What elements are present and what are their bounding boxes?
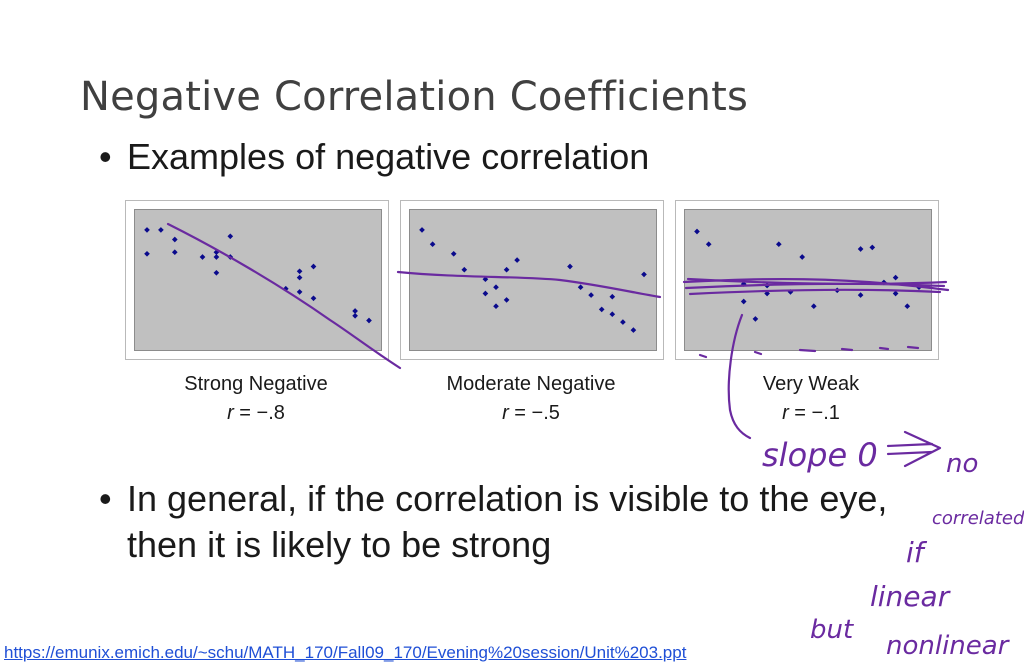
scatter-point (352, 312, 358, 319)
bullet-general: • In general, if the correlation is visi… (99, 476, 917, 568)
caption-r: r = −.1 (680, 399, 942, 428)
fit-line-weak (682, 277, 950, 296)
arrow-stroke (727, 313, 752, 440)
caption-label: Very Weak (762, 373, 860, 395)
scatter-panel-moderate (400, 200, 664, 360)
scatter-plot-moderate (419, 227, 647, 333)
bullet-text: In general, if the correlation is visibl… (127, 478, 888, 565)
note-nonlinear: nonlinear (886, 631, 1011, 661)
note-if: if (906, 536, 928, 569)
scatter-point (609, 293, 616, 300)
scatter-point (904, 303, 911, 310)
r-symbol: r (227, 402, 234, 424)
note-no: no (946, 449, 978, 479)
bullet-marker: • (99, 136, 112, 177)
r-symbol: r (502, 402, 509, 424)
caption-weak: Very Weak r = −.1 (680, 370, 942, 428)
r-value: = −.5 (508, 402, 560, 424)
fit-line-strong (166, 222, 402, 370)
note-slope: slope 0 (762, 436, 878, 474)
r-value: = −.8 (233, 402, 285, 424)
note-correlated: correlated (932, 508, 1024, 529)
r-symbol: r (782, 402, 789, 424)
scatter-point (609, 311, 616, 318)
scatter-point (694, 228, 700, 235)
r-value: = −.1 (788, 402, 840, 424)
bullet-examples: • Examples of negative correlation (99, 134, 650, 180)
caption-moderate: Moderate Negative r = −.5 (400, 370, 662, 428)
scatter-point (213, 254, 220, 260)
slide-title: Negative Correlation Coefficients (80, 74, 748, 120)
fit-line-moderate (396, 270, 662, 299)
caption-label: Moderate Negative (446, 373, 616, 395)
caption-r: r = −.8 (125, 399, 387, 428)
double-arrow (886, 430, 942, 468)
scatter-point (577, 284, 584, 291)
scatter-point (892, 290, 899, 297)
ink-tail-weak (698, 345, 920, 359)
note-linear: linear (870, 580, 951, 613)
scatter-point (366, 317, 372, 324)
caption-label: Strong Negative (184, 373, 328, 395)
scatter-point (810, 303, 817, 310)
scatter-point (567, 263, 573, 270)
caption-strong: Strong Negative r = −.8 (125, 370, 387, 428)
scatter-point (310, 295, 317, 302)
scatter-point (493, 284, 499, 291)
caption-r: r = −.5 (400, 399, 662, 428)
plot-area (409, 209, 657, 351)
bullet-marker: • (99, 478, 112, 519)
scatter-point (641, 271, 647, 278)
scatter-plot-strong (144, 227, 372, 324)
scatter-point (493, 303, 499, 310)
scatter-point (352, 308, 358, 314)
source-link[interactable]: https://emunix.emich.edu/~schu/MATH_170/… (4, 643, 687, 662)
bullet-text: Examples of negative correlation (127, 136, 650, 177)
note-but: but (810, 615, 854, 645)
